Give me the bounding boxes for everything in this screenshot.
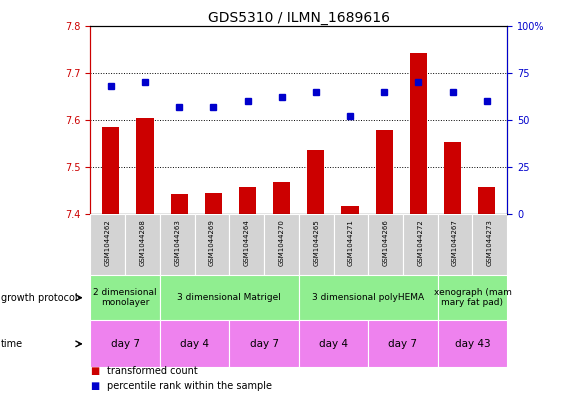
Text: GSM1044273: GSM1044273 [487, 219, 493, 266]
Title: GDS5310 / ILMN_1689616: GDS5310 / ILMN_1689616 [208, 11, 390, 24]
Bar [410, 53, 427, 214]
Text: day 7: day 7 [250, 339, 279, 349]
Bar [239, 187, 256, 214]
Text: GSM1044263: GSM1044263 [174, 219, 180, 266]
Bar [307, 150, 324, 214]
Bar [403, 214, 438, 275]
Text: GSM1044265: GSM1044265 [313, 219, 319, 266]
Bar [125, 214, 160, 275]
Text: GSM1044269: GSM1044269 [209, 219, 215, 266]
Text: ■: ■ [90, 381, 100, 391]
Text: day 7: day 7 [388, 339, 417, 349]
Text: day 43: day 43 [455, 339, 490, 349]
Text: transformed count: transformed count [107, 366, 198, 376]
Bar [342, 206, 359, 214]
Text: GSM1044262: GSM1044262 [105, 219, 111, 266]
Text: day 4: day 4 [319, 339, 348, 349]
Text: GSM1044264: GSM1044264 [244, 219, 250, 266]
Bar [333, 214, 368, 275]
Text: GSM1044268: GSM1044268 [139, 219, 146, 266]
Bar [205, 193, 222, 214]
Text: GSM1044271: GSM1044271 [348, 219, 354, 266]
Text: GSM1044272: GSM1044272 [417, 219, 423, 266]
Bar [195, 214, 229, 275]
Text: growth protocol: growth protocol [1, 293, 78, 303]
Bar [229, 214, 264, 275]
Bar [298, 275, 438, 320]
Bar [229, 320, 299, 367]
Text: time: time [1, 339, 23, 349]
Text: xenograph (mam
mary fat pad): xenograph (mam mary fat pad) [434, 288, 511, 307]
Bar [298, 320, 368, 367]
Bar [368, 214, 403, 275]
Bar [298, 214, 333, 275]
Text: percentile rank within the sample: percentile rank within the sample [107, 381, 272, 391]
Bar [171, 195, 188, 214]
Bar [273, 182, 290, 214]
Bar [478, 187, 495, 214]
Bar [136, 118, 153, 214]
Bar [103, 127, 120, 214]
Text: day 7: day 7 [111, 339, 139, 349]
Text: ■: ■ [90, 366, 100, 376]
Bar [368, 320, 438, 367]
Text: 3 dimensional Matrigel: 3 dimensional Matrigel [177, 293, 281, 302]
Bar [90, 214, 125, 275]
Text: day 4: day 4 [180, 339, 209, 349]
Bar [160, 320, 229, 367]
Text: GSM1044270: GSM1044270 [279, 219, 285, 266]
Text: 2 dimensional
monolayer: 2 dimensional monolayer [93, 288, 157, 307]
Bar [90, 320, 160, 367]
Bar [90, 275, 160, 320]
Bar [438, 214, 472, 275]
Text: GSM1044267: GSM1044267 [452, 219, 458, 266]
Bar [472, 214, 507, 275]
Bar [444, 142, 461, 214]
Bar [160, 214, 195, 275]
Bar [160, 275, 298, 320]
Bar [438, 320, 507, 367]
Bar [375, 130, 393, 214]
Bar [438, 275, 507, 320]
Text: 3 dimensional polyHEMA: 3 dimensional polyHEMA [312, 293, 424, 302]
Text: GSM1044266: GSM1044266 [382, 219, 389, 266]
Bar [264, 214, 298, 275]
